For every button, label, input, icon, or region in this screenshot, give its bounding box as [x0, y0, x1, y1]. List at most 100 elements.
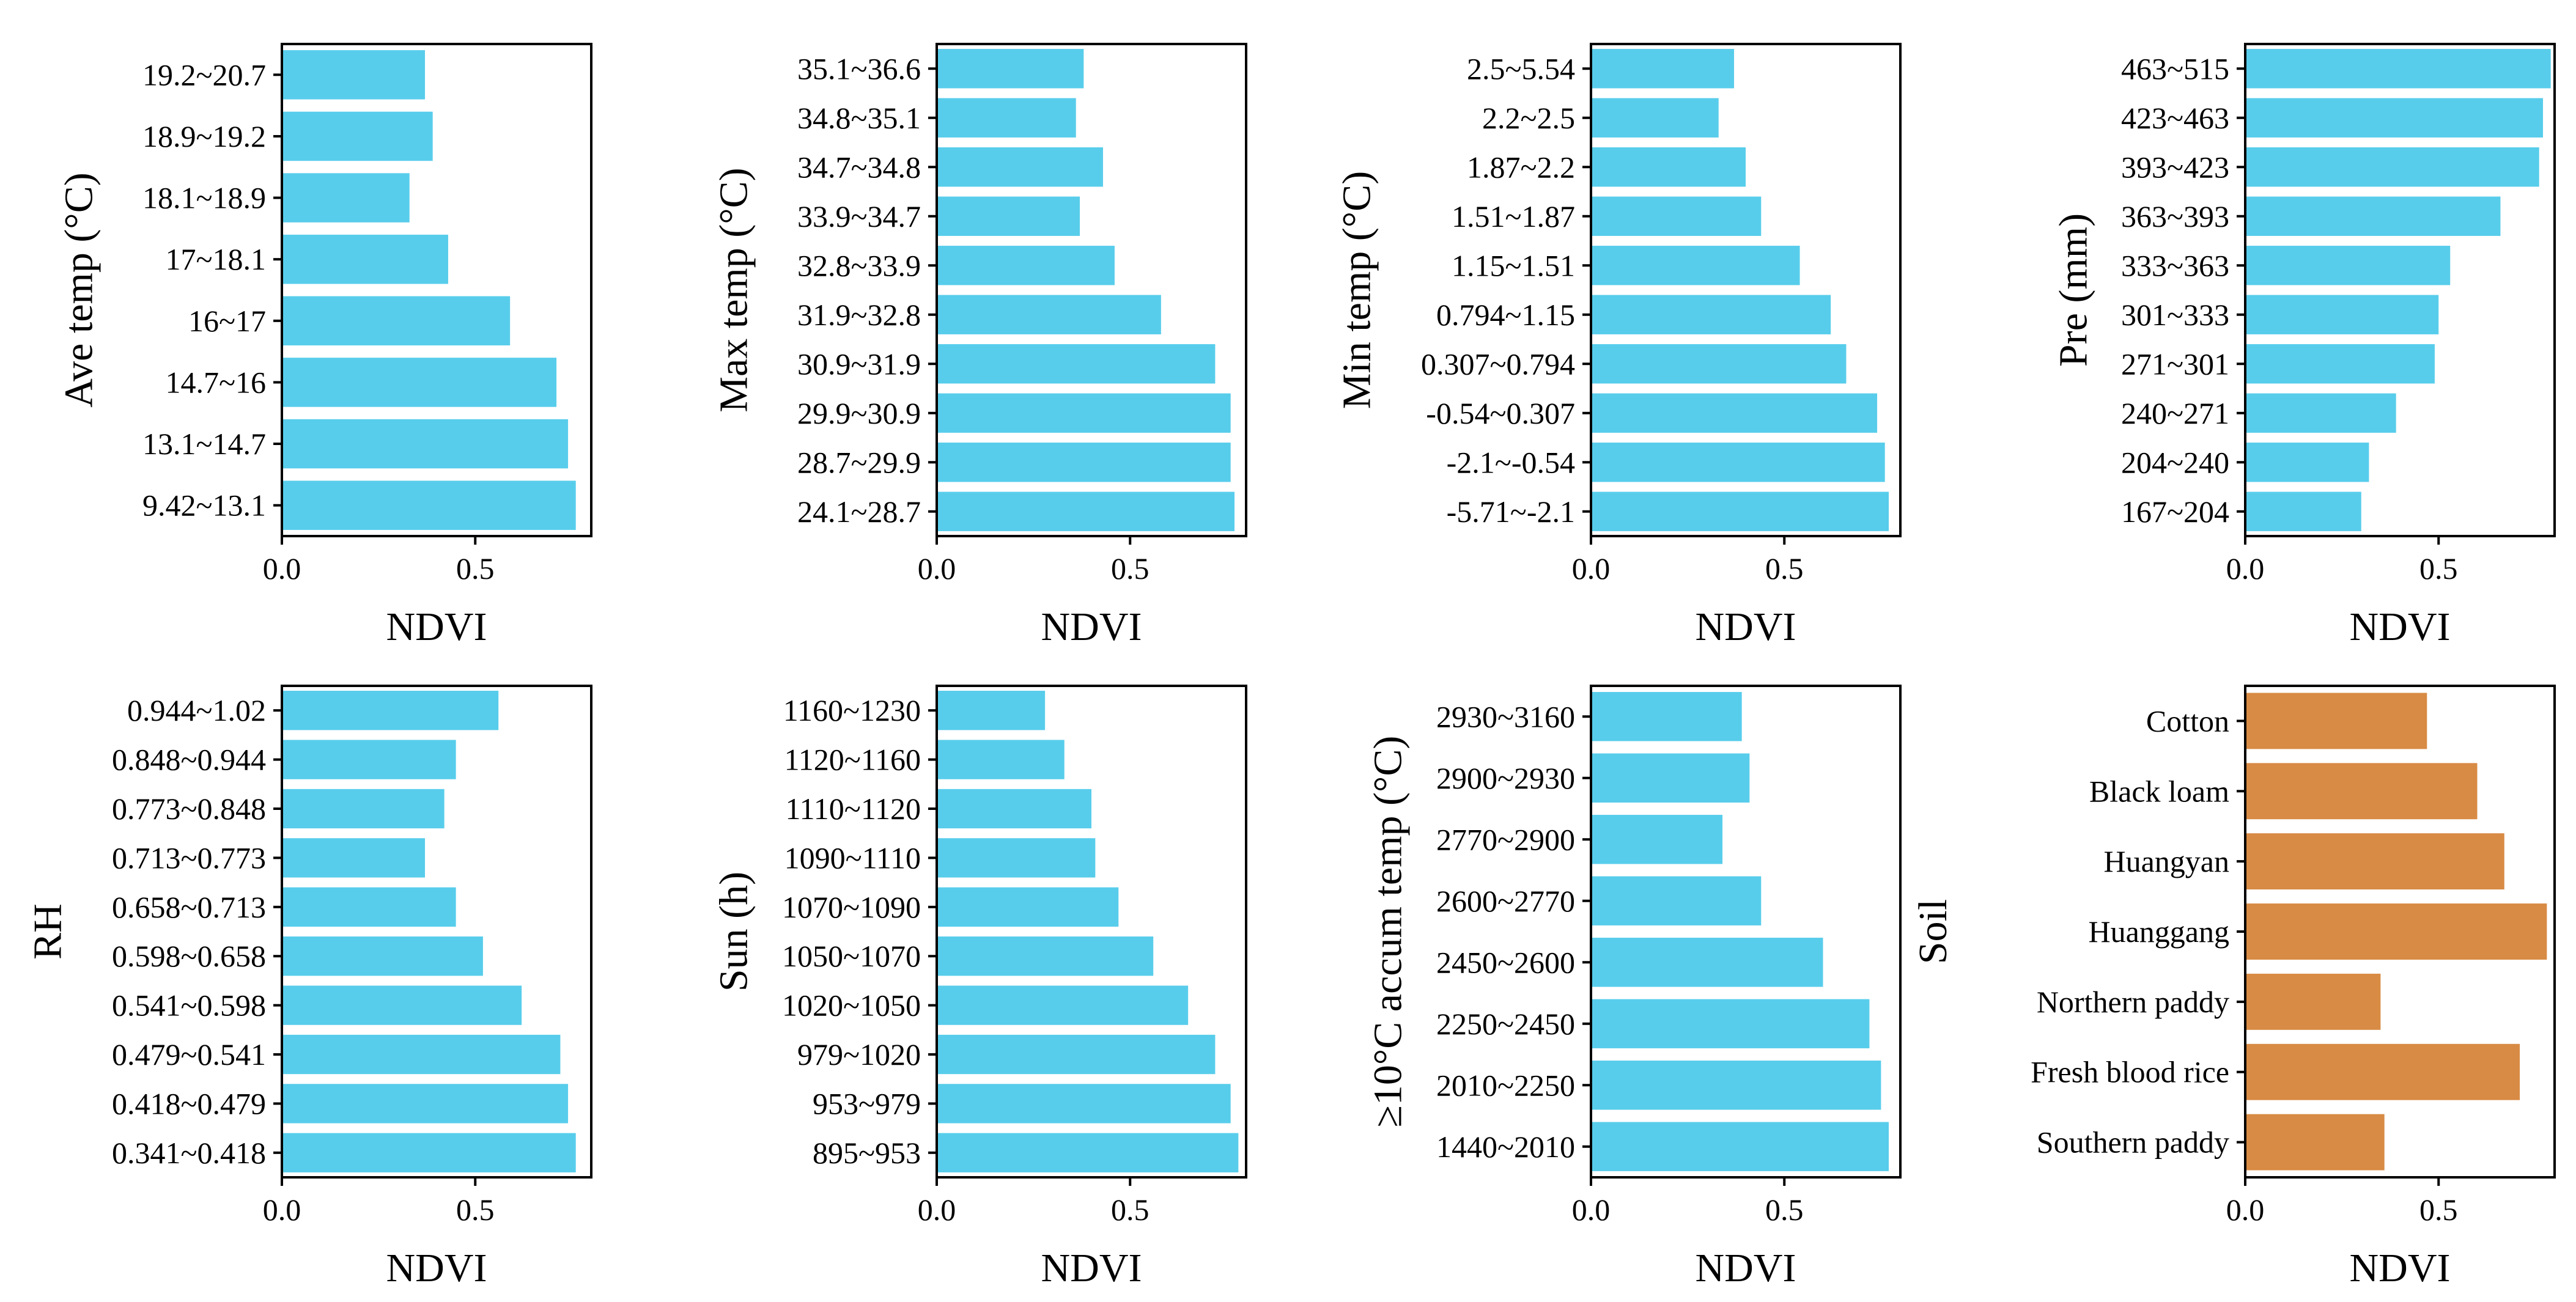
chart-panel-6: 895~953 953~979 979~1020 1020~1050 1050~1070… — [712, 685, 1247, 1290]
y-tick-label: 13.1~14.7 — [142, 427, 266, 461]
y-axis-label: ≥10°C accum temp (°C) — [1366, 736, 1411, 1128]
x-axis-label: NDVI — [2350, 605, 2451, 649]
bar — [937, 491, 1235, 531]
bar — [282, 887, 456, 927]
y-tick-label: -0.54~0.307 — [1426, 396, 1575, 430]
y-tick-label: 9.42~13.1 — [142, 488, 266, 523]
bar — [937, 98, 1076, 138]
y-tick-label: 423~463 — [2121, 101, 2229, 135]
y-tick-label: Northern paddy — [2037, 985, 2229, 1019]
bar — [2245, 443, 2369, 482]
bar — [1591, 98, 1719, 138]
bar — [1591, 491, 1889, 531]
y-tick-label: 2.5~5.54 — [1467, 51, 1575, 86]
x-tick-label: 0.5 — [2419, 551, 2458, 586]
y-axis-label: Min temp (°C) — [1335, 171, 1379, 409]
y-tick-label: 271~301 — [2121, 347, 2229, 381]
bar — [2245, 147, 2539, 187]
y-tick-label: Huangyan — [2104, 844, 2230, 878]
x-axis-label: NDVI — [386, 1246, 487, 1290]
bar — [937, 1034, 1216, 1075]
x-tick-label: 0.0 — [918, 551, 956, 586]
bar — [1591, 344, 1847, 384]
bar — [2245, 295, 2439, 334]
bar — [282, 358, 557, 407]
y-tick-label: 14.7~16 — [165, 365, 266, 399]
bar — [2245, 491, 2361, 531]
y-tick-label: 1440~2010 — [1436, 1130, 1575, 1164]
chart-panel-2: 24.1~28.7 28.7~29.9 29.9~30.9 30.9~31.9 31.9… — [712, 43, 1247, 649]
y-tick-label: 953~979 — [813, 1086, 921, 1120]
bar — [937, 344, 1216, 384]
y-tick-label: 0.944~1.02 — [127, 693, 266, 727]
bar — [282, 789, 445, 829]
y-tick-label: 1120~1160 — [784, 743, 921, 777]
bar — [2245, 344, 2435, 384]
x-tick-label: 0.0 — [1572, 1193, 1611, 1227]
y-tick-label: 2450~2600 — [1436, 945, 1575, 979]
x-tick-label: 0.5 — [1111, 1193, 1150, 1227]
bar — [937, 838, 1096, 878]
y-axis-label: Ave temp (°C) — [57, 172, 101, 407]
y-tick-label: 1090~1110 — [784, 840, 921, 875]
y-tick-label: 17~18.1 — [165, 242, 266, 276]
bar — [282, 480, 576, 530]
y-tick-label: 24.1~28.7 — [797, 495, 921, 529]
y-tick-label: 35.1~36.6 — [797, 51, 921, 86]
y-tick-label: 2600~2770 — [1436, 884, 1575, 918]
y-tick-label: 1050~1070 — [782, 939, 921, 973]
bar — [937, 740, 1065, 779]
bar — [282, 1034, 561, 1075]
y-tick-label: 2900~2930 — [1436, 761, 1575, 795]
x-tick-label: 0.5 — [2419, 1193, 2458, 1227]
bar — [1591, 196, 1762, 236]
y-tick-label: 2250~2450 — [1436, 1007, 1575, 1041]
y-tick-label: 0.341~0.418 — [112, 1136, 266, 1170]
bar — [1591, 393, 1878, 433]
y-tick-label: 2770~2900 — [1436, 822, 1575, 856]
y-tick-label: 1070~1090 — [782, 890, 921, 924]
y-tick-label: 0.773~0.848 — [112, 792, 266, 826]
x-axis-label: NDVI — [1696, 1246, 1796, 1290]
bar — [937, 246, 1115, 285]
y-tick-label: 31.9~32.8 — [797, 298, 921, 332]
y-tick-label: 34.7~34.8 — [797, 150, 921, 184]
bar — [282, 111, 433, 161]
x-tick-label: 0.0 — [2226, 551, 2265, 586]
y-tick-label: 0.794~1.15 — [1436, 298, 1575, 332]
bar — [937, 887, 1119, 927]
x-axis-label: NDVI — [2350, 1246, 2451, 1290]
bar — [282, 1084, 569, 1124]
y-tick-label: 167~204 — [2121, 495, 2229, 529]
chart-panel-7: 1440~2010 2010~2250 2250~2450 2450~2600 2600… — [1366, 685, 1902, 1290]
bar — [1591, 938, 1823, 987]
x-axis-label: NDVI — [386, 605, 487, 649]
y-tick-label: Southern paddy — [2037, 1125, 2229, 1160]
x-tick-label: 0.0 — [263, 551, 301, 586]
x-axis-label: NDVI — [1696, 605, 1796, 649]
bar — [2245, 833, 2504, 890]
y-tick-label: 28.7~29.9 — [797, 445, 921, 479]
y-tick-label: 2.2~2.5 — [1482, 101, 1575, 135]
bar — [937, 196, 1080, 236]
y-tick-label: -2.1~-0.54 — [1447, 445, 1575, 479]
chart-panel-4: 167~204 204~240 240~271 271~301 301~333 333~3… — [2051, 43, 2556, 649]
bar — [282, 173, 410, 223]
y-tick-label: 240~271 — [2121, 396, 2229, 430]
bar — [2245, 973, 2381, 1030]
y-tick-label: -5.71~-2.1 — [1447, 495, 1575, 529]
x-tick-label: 0.5 — [1765, 551, 1804, 586]
plot-frame — [936, 43, 1247, 537]
bar — [2245, 693, 2427, 749]
bar — [1591, 1122, 1889, 1171]
bar — [282, 985, 522, 1025]
plot-frame — [936, 685, 1247, 1179]
x-tick-label: 0.0 — [918, 1193, 956, 1227]
bar — [2245, 49, 2551, 89]
bar — [1591, 246, 1800, 285]
y-tick-label: 1020~1050 — [782, 988, 921, 1023]
bar — [1591, 295, 1831, 334]
bar — [2245, 196, 2501, 236]
bar — [937, 985, 1189, 1025]
y-tick-label: Fresh blood rice — [2031, 1055, 2229, 1089]
